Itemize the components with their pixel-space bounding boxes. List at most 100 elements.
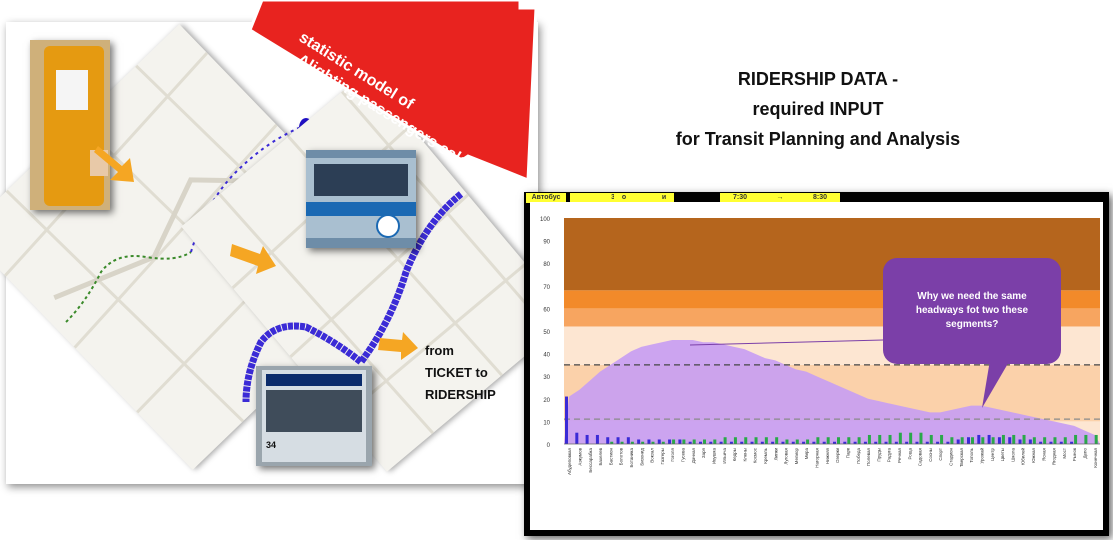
boarding-bar <box>719 441 723 444</box>
boarding-bar <box>1070 441 1074 444</box>
y-tick-label: 90 <box>543 240 550 246</box>
boarding-bar <box>915 441 919 444</box>
x-tick-label: Aбудеповкая <box>567 447 572 475</box>
x-tick-label: Центр <box>990 448 995 461</box>
x-tick-label: Юбилей <box>1020 448 1026 466</box>
boarding-bar <box>863 441 867 444</box>
map-route-bold <box>242 191 464 403</box>
boarding-bar <box>709 441 713 444</box>
alighting-bar <box>713 439 717 444</box>
x-tick-label: Кремль <box>763 447 768 463</box>
x-tick-label: Гусева <box>681 448 686 462</box>
boarding-bar <box>699 441 702 444</box>
boarding-bar <box>1018 439 1022 444</box>
alighting-bar <box>826 437 830 444</box>
boarding-bar <box>967 437 970 444</box>
x-tick-label: Пруды <box>876 448 881 462</box>
arrow-icon <box>94 146 134 182</box>
chart-area: 100 90 80 70 60 50 40 30 20 10 0 Aбудеповкая Аэкумов… <box>530 202 1103 530</box>
boarding-bar <box>884 441 888 444</box>
boarding-bar <box>595 434 599 444</box>
bus-photo-2: 34 <box>256 366 372 466</box>
x-tick-label: Луговая <box>784 447 789 464</box>
alighting-bar <box>775 437 779 444</box>
alighting-bar <box>620 441 624 444</box>
x-tick-label: Ясная <box>1041 447 1046 460</box>
alighting-bar <box>971 437 974 444</box>
alighting-bar <box>610 441 614 444</box>
load-area <box>564 340 1100 444</box>
boarding-bar <box>678 439 682 444</box>
x-tick-label: Мелиор <box>794 448 799 465</box>
alighting-bar <box>898 432 902 444</box>
boarding-bar <box>812 441 816 444</box>
alighting-bar <box>630 441 634 444</box>
alighting-bar <box>1053 437 1057 444</box>
x-tick-label: Кедры <box>732 448 737 461</box>
x-tick-label: Конечная <box>1093 447 1098 467</box>
header-arrow: → <box>760 193 800 203</box>
x-tick-label: Озерки <box>835 448 840 463</box>
alighting-bar <box>847 437 851 444</box>
x-tick-label: Депо <box>1083 448 1088 459</box>
x-tick-label: Дачная <box>691 447 696 463</box>
alighting-bar <box>1043 437 1047 444</box>
from-line-1: from <box>425 343 454 358</box>
boarding-bar <box>565 396 568 444</box>
alighting-bar <box>806 439 810 444</box>
x-tick-label: Болотов <box>619 447 624 465</box>
boarding-bar <box>688 441 692 444</box>
x-tick-label: Бахелев <box>598 447 603 465</box>
boarding-bar <box>585 434 589 444</box>
boarding-bar <box>977 434 981 444</box>
alighting-bar <box>672 439 676 444</box>
boarding-bar <box>781 441 785 444</box>
x-tick-label: Липки <box>773 448 778 461</box>
x-tick-label: Клены <box>742 448 747 461</box>
alighting-bar <box>1084 434 1088 444</box>
boarding-bar <box>997 437 1001 444</box>
alighting-bar <box>641 441 645 444</box>
boarding-bar <box>791 441 795 444</box>
boarding-bar <box>626 437 630 444</box>
x-tick-label: Мост <box>1062 448 1067 459</box>
alighting-bar <box>1032 437 1036 444</box>
alighting-bar <box>754 437 758 444</box>
boarding-bar <box>1008 437 1012 444</box>
y-tick-label: 100 <box>540 217 551 223</box>
validator-photo <box>30 40 110 210</box>
x-tick-label: Аэкумов <box>577 447 582 465</box>
alighting-bar <box>1063 437 1067 444</box>
alighting-bar <box>981 437 985 444</box>
boarding-bar <box>740 441 744 444</box>
chart-header: Автобус 34 о и 7:30 → 8:30 <box>524 192 1109 204</box>
alighting-bar <box>960 437 964 444</box>
boarding-bar <box>575 432 579 444</box>
x-tick-label: Урожай <box>978 448 984 464</box>
x-tick-label: Спорт <box>938 448 943 461</box>
alighting-bar <box>795 439 799 444</box>
y-tick-label: 30 <box>543 375 550 381</box>
title-line-3: for Transit Planning and Analysis <box>675 129 961 149</box>
y-tick-label: 50 <box>543 330 550 336</box>
callout-text: Why we need the same headways fot two th… <box>915 291 1029 330</box>
alighting-bar <box>692 439 696 444</box>
alighting-bar <box>816 437 820 444</box>
alighting-bar <box>1094 434 1098 444</box>
alighting-bar <box>929 434 933 444</box>
alighting-bar <box>837 437 840 444</box>
boarding-bar <box>925 441 929 444</box>
y-tick-label: 20 <box>543 398 550 404</box>
y-tick-label: 60 <box>543 307 550 313</box>
header-b: и <box>654 193 674 203</box>
x-tick-label: Сосны <box>928 448 933 462</box>
boarding-bar <box>760 441 764 444</box>
header-route-label: Автобус <box>526 193 566 203</box>
x-tick-label: Роща <box>907 448 912 460</box>
alighting-bar <box>919 432 923 444</box>
alighting-bar <box>1022 434 1026 444</box>
boarding-bar <box>729 441 733 444</box>
boarding-bar <box>1039 441 1043 444</box>
x-tick-label: Ботаника <box>629 448 634 468</box>
